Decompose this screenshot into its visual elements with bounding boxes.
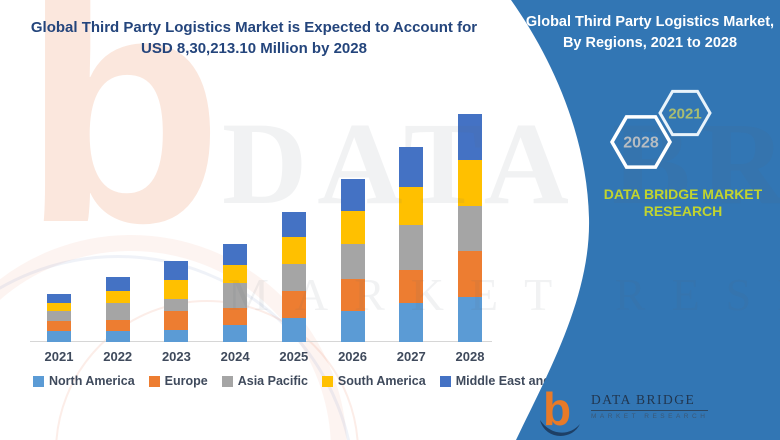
bar-segment-middle-east-and-africa <box>340 178 365 212</box>
legend-item-south-america: South America <box>321 374 426 388</box>
bar-2024 <box>223 244 248 342</box>
panel-title-line1: Global Third Party Logistics Market, <box>525 14 775 30</box>
bar-segment-south-america <box>223 264 248 284</box>
legend-swatch-icon <box>439 375 451 387</box>
company-logo: b DATA BRIDGE MARKET RESEARCH <box>537 385 709 437</box>
brand-text-line1: DATA BRIDGE MARKET <box>603 186 763 202</box>
bar-segment-north-america <box>164 329 189 342</box>
bar-segment-north-america <box>281 317 306 342</box>
bar-segment-europe <box>399 270 424 303</box>
bar-segment-asia-pacific <box>457 205 482 251</box>
bar-segment-asia-pacific <box>281 263 306 292</box>
brand-text-line2: RESEARCH <box>643 203 723 219</box>
badge-start-year: 2021 <box>668 106 701 123</box>
brand-text: DATA BRIDGE MARKET RESEARCH <box>585 186 780 220</box>
bar-segment-asia-pacific <box>399 224 424 271</box>
bar-segment-north-america <box>223 325 248 342</box>
legend-label: North America <box>49 374 135 388</box>
legend-swatch-icon <box>221 375 233 387</box>
chart-title-line2: USD 8,30,213.10 Million by 2028 <box>141 40 367 57</box>
bar-2028 <box>457 114 482 342</box>
bar-2025 <box>281 212 306 342</box>
bar-segment-north-america <box>399 302 424 342</box>
x-axis-line <box>30 341 492 342</box>
legend-swatch-icon <box>33 375 44 387</box>
bar-segment-south-america <box>105 290 130 304</box>
logo-text: DATA BRIDGE MARKET RESEARCH <box>591 392 709 420</box>
logo-subtitle: MARKET RESEARCH <box>591 413 709 420</box>
bar-segment-south-america <box>281 237 306 264</box>
legend-swatch-icon <box>148 375 160 387</box>
bar-segment-south-america <box>164 279 189 299</box>
bar-segment-asia-pacific <box>47 311 71 321</box>
bar-segment-europe <box>223 308 248 326</box>
bar-segment-europe <box>105 319 130 332</box>
bar-2021 <box>47 294 71 342</box>
bar-segment-europe <box>47 320 71 331</box>
bar-segment-north-america <box>457 297 482 342</box>
bar-segment-europe <box>457 250 482 298</box>
bar-segment-south-america <box>340 211 365 245</box>
x-axis-label: 2022 <box>103 349 133 364</box>
legend-item-europe: Europe <box>148 374 208 388</box>
legend-label: South America <box>337 374 426 388</box>
watermark-logo-b: b <box>22 0 224 291</box>
bar-segment-asia-pacific <box>164 298 189 312</box>
bar-2026 <box>340 178 365 342</box>
bar-segment-middle-east-and-africa <box>223 244 248 265</box>
bar-segment-north-america <box>105 331 130 342</box>
bar-segment-europe <box>281 291 306 318</box>
bar-segment-middle-east-and-africa <box>164 260 189 280</box>
logo-b-icon: b <box>540 385 580 436</box>
x-axis-label: 2023 <box>161 349 191 364</box>
bar-2022 <box>105 277 130 342</box>
x-axis-label: 2025 <box>279 349 309 364</box>
bar-segment-middle-east-and-africa <box>47 294 71 304</box>
x-axis-label: 2027 <box>396 349 426 364</box>
bar-segment-middle-east-and-africa <box>399 147 424 188</box>
bar-2023 <box>164 260 189 342</box>
legend-item-north-america: North America <box>33 374 135 388</box>
x-axis-label: 2028 <box>455 349 485 364</box>
legend-item-asia-pacific: Asia Pacific <box>221 374 308 388</box>
x-axis-label: 2024 <box>220 349 250 364</box>
x-axis-label: 2026 <box>338 349 367 364</box>
bar-segment-europe <box>164 311 189 330</box>
bar-segment-north-america <box>47 330 71 342</box>
bar-segment-north-america <box>340 311 365 342</box>
bar-segment-asia-pacific <box>105 303 130 320</box>
x-axis-label: 2021 <box>44 349 74 364</box>
logo-title: DATA BRIDGE <box>591 392 709 411</box>
hexagon-2021-icon <box>658 89 712 137</box>
badge-end-year: 2028 <box>623 135 659 152</box>
legend-label: Europe <box>164 374 208 388</box>
hexagon-2028-icon <box>609 115 673 169</box>
bar-segment-asia-pacific <box>223 283 248 309</box>
bar-segment-middle-east-and-africa <box>457 114 482 160</box>
panel-title: Global Third Party Logistics Market, By … <box>523 12 777 54</box>
bar-segment-south-america <box>399 187 424 225</box>
bar-segment-asia-pacific <box>340 244 365 280</box>
bar-segment-europe <box>340 279 365 311</box>
chart-title: Global Third Party Logistics Market is E… <box>23 17 485 59</box>
bar-2027 <box>399 147 424 342</box>
svg-text:b: b <box>543 385 571 435</box>
bar-segment-middle-east-and-africa <box>105 277 130 291</box>
year-badges: 2028 2021 <box>609 89 712 169</box>
legend-swatch-icon <box>321 375 333 387</box>
blue-panel-shape <box>511 0 780 440</box>
bar-segment-south-america <box>457 159 482 206</box>
bar-segment-middle-east-and-africa <box>281 212 306 238</box>
legend-label: Asia Pacific <box>237 374 308 388</box>
chart-title-line1: Global Third Party Logistics Market is E… <box>30 19 478 36</box>
bar-segment-south-america <box>47 303 71 312</box>
panel-title-line2: By Regions, 2021 to 2028 <box>562 35 738 51</box>
